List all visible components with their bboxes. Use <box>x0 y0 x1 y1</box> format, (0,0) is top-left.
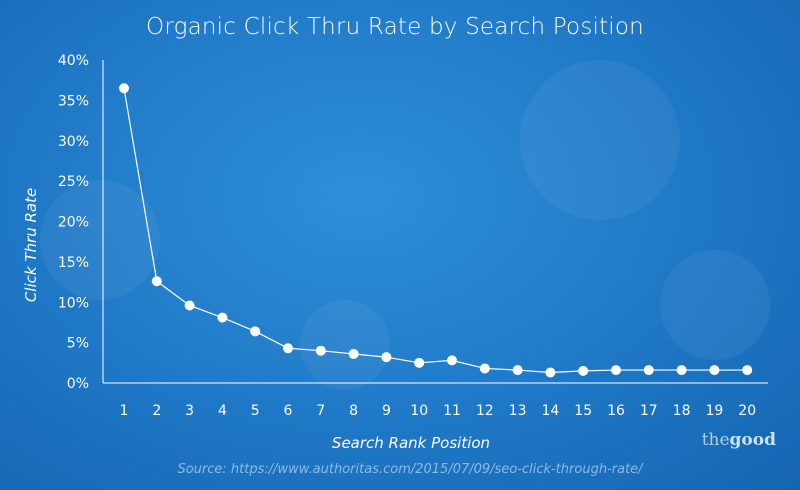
data-point <box>742 365 753 376</box>
background-bokeh <box>300 300 390 390</box>
x-tick-label: 8 <box>349 403 358 419</box>
y-tick-label: 40% <box>58 53 89 69</box>
y-tick-label: 35% <box>58 93 89 109</box>
x-tick-label: 4 <box>218 403 227 419</box>
x-tick-label: 17 <box>640 403 658 419</box>
y-tick-label: 10% <box>58 295 89 311</box>
series-line <box>123 88 748 374</box>
data-point <box>381 352 392 363</box>
x-tick-label: 5 <box>251 403 260 419</box>
x-tick-label: 9 <box>382 403 391 419</box>
data-point <box>283 343 293 354</box>
x-tick-label: 15 <box>574 403 592 419</box>
background-bokeh <box>660 250 770 360</box>
logo-suffix: good <box>729 430 776 450</box>
x-tick-label: 12 <box>476 403 494 419</box>
data-point <box>151 276 162 287</box>
background-bokeh <box>520 60 680 220</box>
x-tick-label: 1 <box>120 403 129 419</box>
data-point <box>578 365 589 376</box>
x-tick-label: 13 <box>509 403 527 419</box>
x-tick-label: 7 <box>316 403 325 419</box>
data-point <box>315 345 326 356</box>
x-tick-label: 20 <box>738 403 756 419</box>
source-note: Source: https://www.authoritas.com/2015/… <box>177 462 643 477</box>
data-point <box>611 365 621 376</box>
background-bokeh <box>40 180 160 300</box>
y-tick-label: 5% <box>67 336 89 352</box>
data-point <box>643 365 654 376</box>
x-axis-title: Search Rank Position <box>332 434 490 452</box>
x-tick-label: 3 <box>185 403 194 419</box>
x-tick-label: 6 <box>284 403 293 419</box>
x-tick-label: 11 <box>443 403 461 419</box>
y-tick-label: 0% <box>67 376 89 392</box>
x-tick-label: 19 <box>705 403 723 419</box>
y-axis: 0% 5% 10% 15% 20% 25% 30% 35% 40% <box>58 53 89 392</box>
y-tick-label: 30% <box>58 134 89 150</box>
data-point <box>447 355 457 366</box>
x-tick-label: 16 <box>607 403 625 419</box>
data-point <box>479 363 490 374</box>
data-point <box>676 365 687 376</box>
x-axis: 1 2 3 4 5 6 7 8 9 10 11 12 13 14 15 16 17 18 19 20 <box>120 403 757 419</box>
y-tick-label: 20% <box>58 215 89 231</box>
y-tick-label: 25% <box>58 174 89 190</box>
y-axis-title: Click Thru Rate <box>22 188 40 302</box>
data-point <box>217 312 228 323</box>
x-tick-label: 10 <box>410 403 428 419</box>
data-point <box>119 83 129 94</box>
data-point <box>348 348 359 359</box>
x-tick-label: 2 <box>152 403 161 419</box>
y-tick-label: 15% <box>58 255 89 271</box>
data-point <box>414 357 425 368</box>
chart-title: Organic Click Thru Rate by Search Positi… <box>146 14 644 40</box>
x-tick-label: 18 <box>673 403 691 419</box>
logo-prefix: the <box>701 430 730 450</box>
data-point <box>250 326 261 337</box>
data-points <box>119 83 753 378</box>
data-point <box>545 367 556 378</box>
x-tick-label: 14 <box>541 403 559 419</box>
data-point <box>184 300 195 311</box>
data-point <box>512 365 523 376</box>
brand-logo: thegood <box>702 430 776 450</box>
data-point <box>709 365 720 376</box>
